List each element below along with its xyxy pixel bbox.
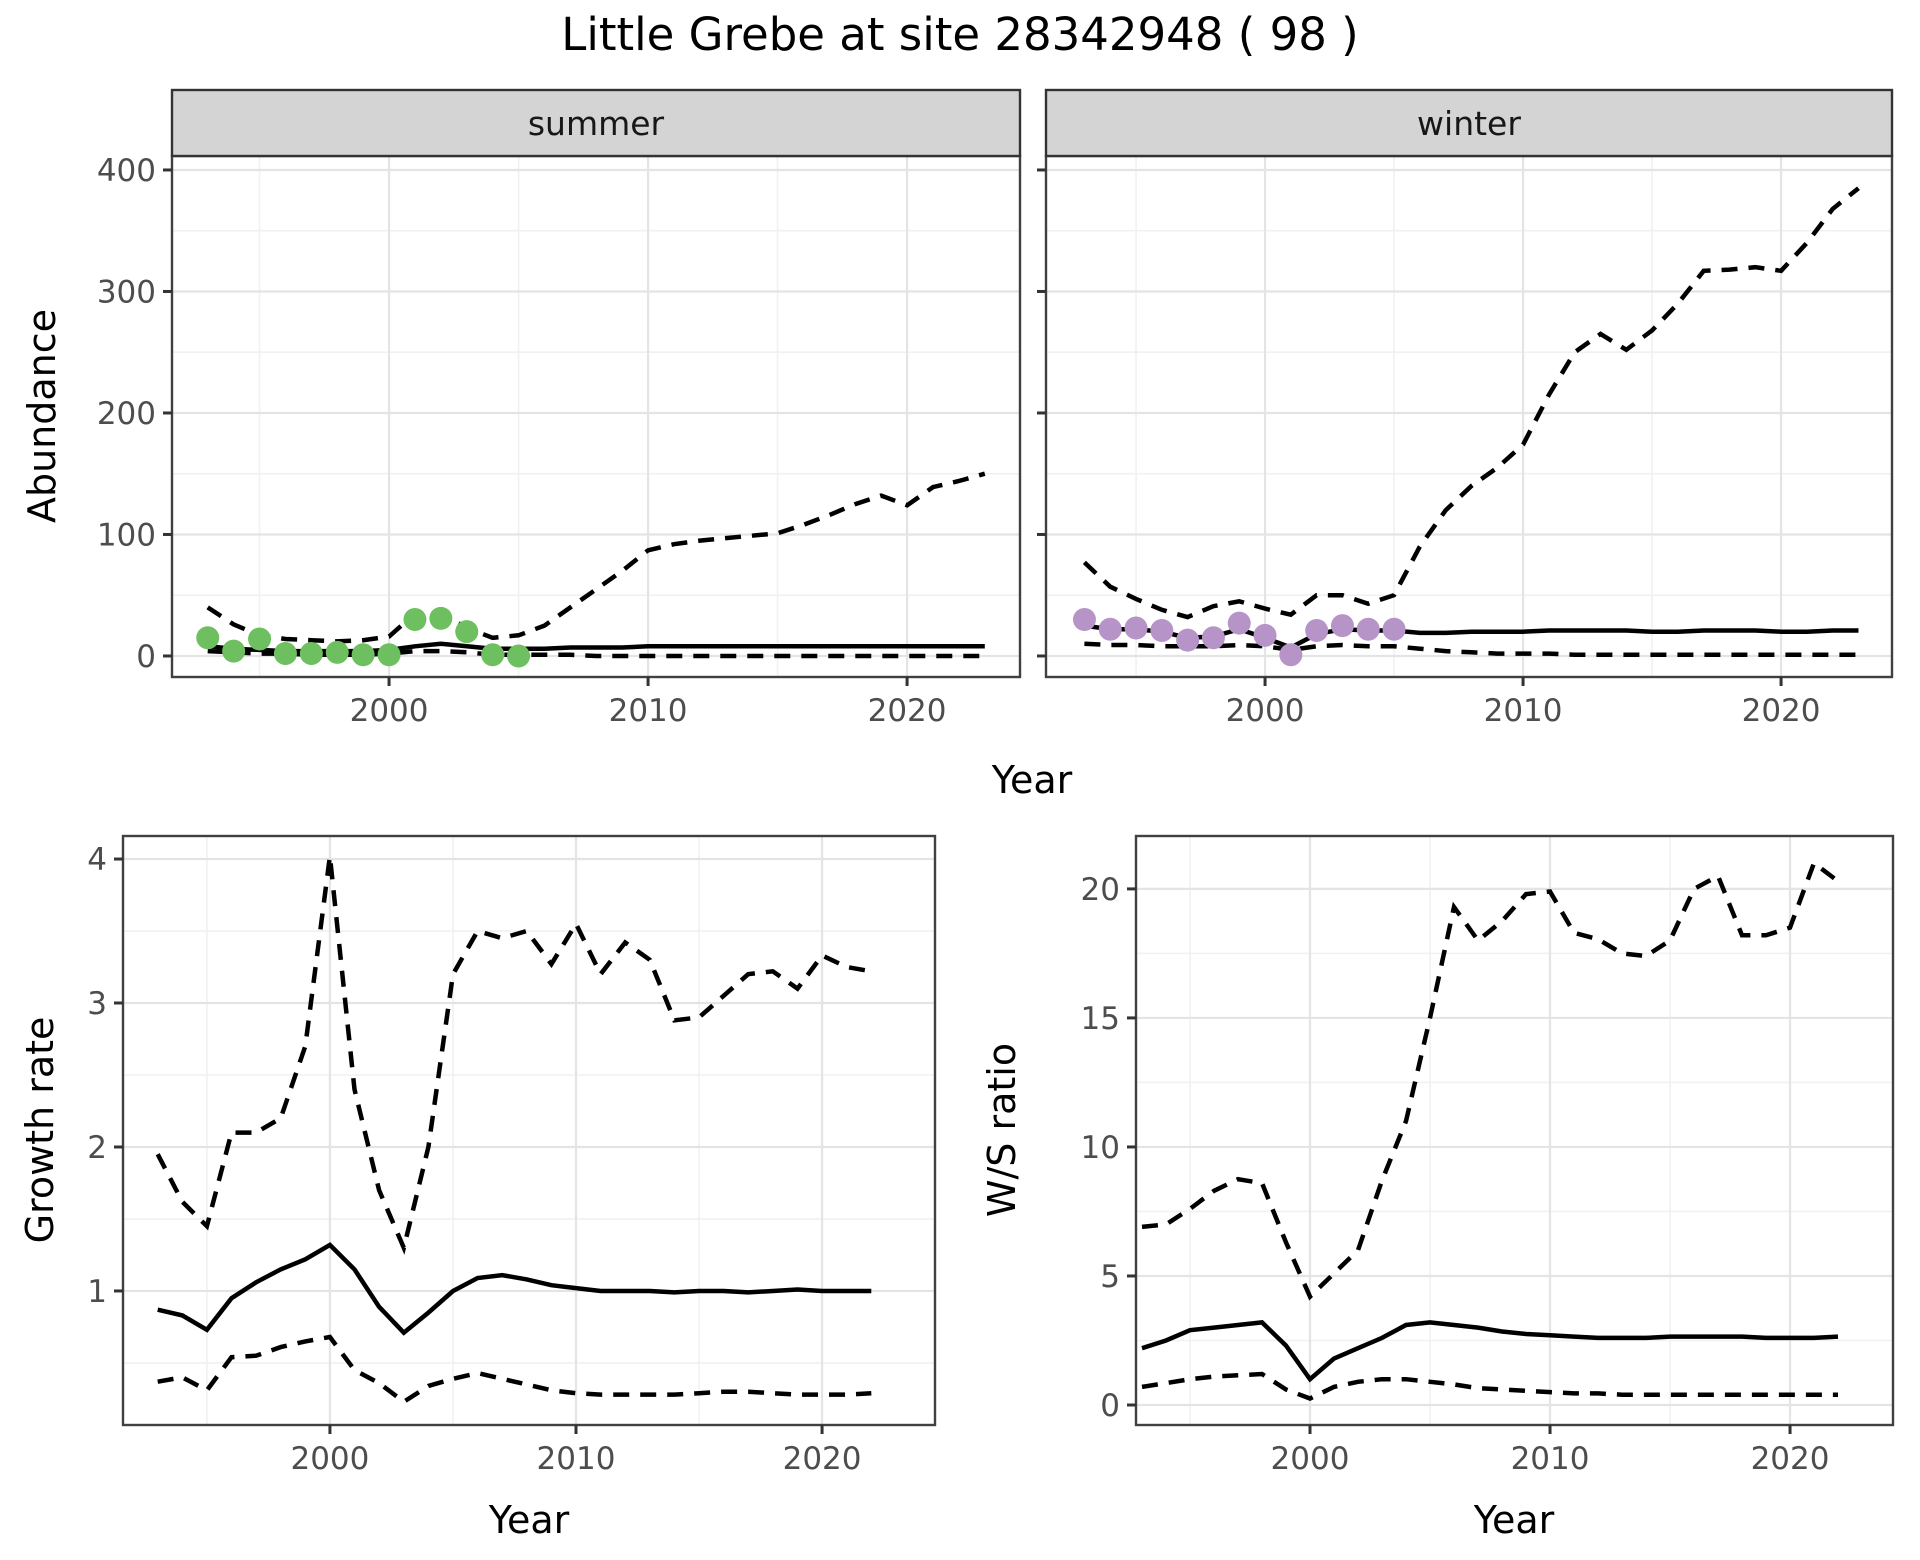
abundance-summer-x-tick-label: 2000 <box>350 693 429 729</box>
observed-summer-counts-point <box>507 644 531 668</box>
ws-ratio-x-tick-label: 2020 <box>1751 1441 1830 1477</box>
ws-ratio-x-tick-label: 2010 <box>1511 1441 1590 1477</box>
ws-ratio-axis-title: W/S ratio <box>980 1042 1024 1218</box>
facet-strip <box>170 88 1022 158</box>
observed-summer-counts-point <box>429 606 453 630</box>
ws-ratio-x-tick-label: 2000 <box>1271 1441 1350 1477</box>
abundance-summer-x-tick-label: 2020 <box>868 693 947 729</box>
ws-ratio-y-tick-label: 0 <box>1100 1388 1120 1424</box>
abundance-summer-y-tick-label: 0 <box>136 639 156 675</box>
growth-rate-axis-title: Growth rate <box>18 1016 62 1244</box>
abundance-summer-lower-credible-interval-line <box>207 648 985 659</box>
observed-winter-counts-point <box>1098 617 1122 641</box>
panel-abundance-winter: 2000 2010 2020 winter <box>1037 88 1894 729</box>
growth-rate-x-tick-label: 2000 <box>290 1441 369 1477</box>
ws-ratio-lower-credible-interval-line <box>1141 1371 1838 1401</box>
observed-summer-counts-point <box>196 626 220 650</box>
observed-winter-counts-point <box>1279 643 1303 667</box>
ws-ratio-median-line <box>1141 1320 1839 1383</box>
observed-summer-counts-point <box>299 642 323 666</box>
growth-rate-median-line <box>157 1242 872 1336</box>
abundance-summer-y-tick-label: 400 <box>97 153 156 189</box>
facet-strip-label-winter: winter <box>1417 104 1521 143</box>
growth-rate-lower-credible-interval-line <box>157 1334 872 1405</box>
observed-summer-counts-point <box>273 642 297 666</box>
observed-summer-counts-point <box>377 643 401 667</box>
abundance-summer-y-tick-label: 300 <box>97 274 156 310</box>
observed-summer-counts-point <box>248 627 272 651</box>
abundance-winter-x-tick-label: 2010 <box>1484 693 1563 729</box>
observed-winter-counts-point <box>1124 616 1148 640</box>
observed-summer-counts-point <box>325 640 349 664</box>
ws-ratio-y-tick-label: 15 <box>1081 1001 1120 1037</box>
growth-rate-y-tick-label: 3 <box>87 986 107 1022</box>
abundance-winter-x-tick-label: 2020 <box>1742 693 1821 729</box>
abundance-winter-x-tick-label: 2000 <box>1226 693 1305 729</box>
abundance-axis-title: Abundance <box>20 308 64 524</box>
observed-winter-counts-point <box>1150 618 1174 642</box>
ws-ratio-y-tick-label: 5 <box>1100 1259 1120 1295</box>
observed-winter-counts-point <box>1382 617 1406 641</box>
growth-rate-y-tick-label: 2 <box>87 1130 107 1166</box>
abundance-summer-x-tick-label: 2010 <box>609 693 688 729</box>
abundance-x-axis-title: Year <box>991 758 1073 802</box>
growth-rate-y-tick-label: 4 <box>87 842 107 878</box>
observed-winter-counts-point <box>1253 623 1277 647</box>
observed-summer-counts-point <box>222 639 246 663</box>
facet-strip-label-summer: summer <box>528 104 665 143</box>
observed-summer-counts-point <box>403 608 427 632</box>
panel-border <box>121 834 937 1427</box>
observed-summer-counts-point <box>351 643 375 667</box>
growth-rate-x-tick-label: 2020 <box>783 1441 862 1477</box>
observed-winter-counts-point <box>1330 614 1354 638</box>
abundance-winter-lower-credible-interval-line <box>1084 641 1859 658</box>
abundance-summer-y-tick-label: 100 <box>97 517 156 553</box>
observed-winter-counts-point <box>1305 618 1329 642</box>
facet-strip <box>1044 88 1894 158</box>
observed-winter-counts-point <box>1356 617 1380 641</box>
growth-rate-upper-credible-interval-line <box>155 855 872 1255</box>
observed-winter-counts-point <box>1072 608 1096 632</box>
growth-rate-x-tick-label: 2010 <box>537 1441 616 1477</box>
observed-summer-counts-point <box>481 643 505 667</box>
panel-abundance-summer: 2000 2010 2020 0 100 200 300 400 summer <box>97 88 1022 729</box>
ws-ratio-y-tick-label: 10 <box>1081 1130 1120 1166</box>
abundance-summer-y-tick-label: 200 <box>97 396 156 432</box>
panel-ws-ratio: 2000 2010 2020 0 5 10 15 20 <box>1081 834 1895 1477</box>
panel-growth-rate: 2000 2010 2020 1 2 3 4 <box>87 834 937 1477</box>
panel-border <box>1134 834 1895 1427</box>
observed-winter-counts-point <box>1176 628 1200 652</box>
growth-rate-x-axis-title: Year <box>488 1498 570 1542</box>
figure-title: Little Grebe at site 28342948 ( 98 ) <box>561 8 1359 61</box>
ws-ratio-y-tick-label: 20 <box>1081 872 1120 908</box>
growth-rate-y-tick-label: 1 <box>87 1274 107 1310</box>
abundance-winter-upper-credible-interval-line <box>1082 186 1860 620</box>
observed-winter-counts-point <box>1201 626 1225 650</box>
ws-ratio-x-axis-title: Year <box>1473 1498 1555 1542</box>
observed-winter-counts-point <box>1227 611 1251 635</box>
observed-summer-counts-point <box>455 620 479 644</box>
ws-ratio-upper-credible-interval-line <box>1141 859 1840 1301</box>
